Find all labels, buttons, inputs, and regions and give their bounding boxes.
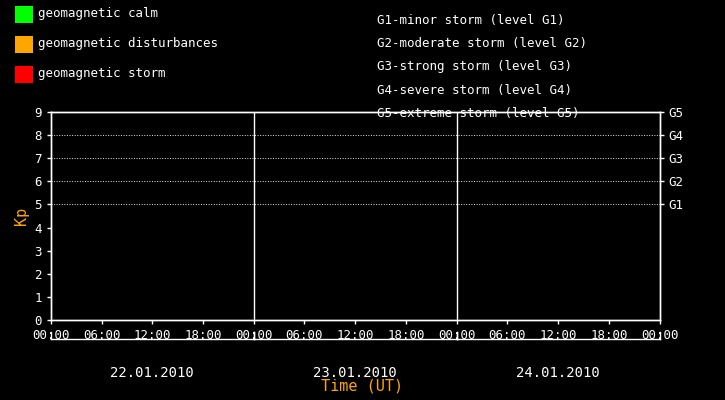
Y-axis label: Kp: Kp [14,207,29,225]
Text: G5-extreme storm (level G5): G5-extreme storm (level G5) [377,107,579,120]
Text: 24.01.2010: 24.01.2010 [516,366,600,380]
Text: G4-severe storm (level G4): G4-severe storm (level G4) [377,84,572,97]
Text: geomagnetic disturbances: geomagnetic disturbances [38,38,218,50]
Text: geomagnetic storm: geomagnetic storm [38,68,166,80]
Text: 23.01.2010: 23.01.2010 [313,366,397,380]
Text: 22.01.2010: 22.01.2010 [110,366,194,380]
Text: G3-strong storm (level G3): G3-strong storm (level G3) [377,60,572,74]
Text: Time (UT): Time (UT) [321,378,404,394]
Text: geomagnetic calm: geomagnetic calm [38,8,159,20]
Text: G2-moderate storm (level G2): G2-moderate storm (level G2) [377,37,587,50]
Text: G1-minor storm (level G1): G1-minor storm (level G1) [377,14,565,27]
